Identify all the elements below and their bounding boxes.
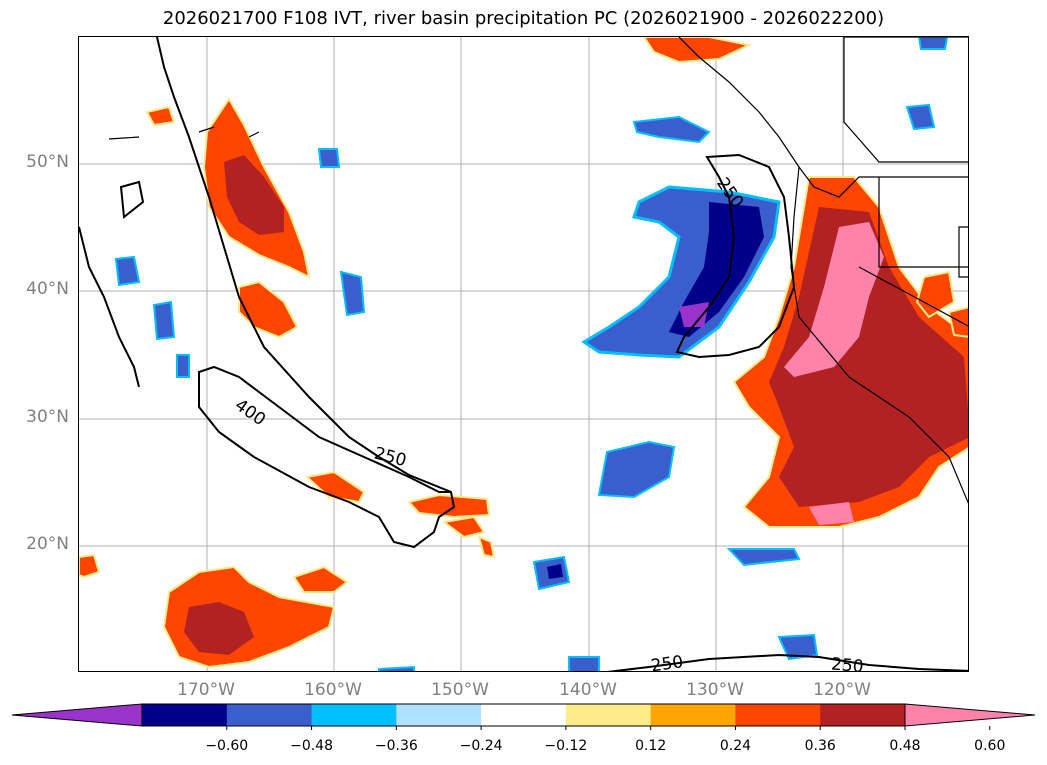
lat-label: 50°N (26, 152, 69, 172)
lon-label: 160°W (304, 680, 362, 700)
colorbar-extend-min (11, 703, 143, 727)
lon-label: 140°W (559, 680, 617, 700)
lon-label: 120°W (813, 680, 871, 700)
precip-positive-east (732, 176, 968, 528)
precip-positive-west (79, 37, 753, 669)
lat-label: 40°N (26, 279, 69, 299)
map-frame: 400 250 250 250 250 (78, 36, 969, 672)
ivt-contours (79, 37, 968, 671)
coastlines (108, 37, 968, 504)
colorbar-tick-label: −0.60 (205, 738, 249, 754)
contour-label: 250 (830, 654, 864, 672)
map-title: 2026021700 F108 IVT, river basin precipi… (162, 8, 885, 29)
colorbar-segment (650, 704, 736, 726)
colorbar-segment (226, 704, 313, 726)
colorbar-extend-max (904, 703, 1036, 727)
colorbar-tick-label: −0.36 (374, 738, 418, 754)
colorbar-tick-label: 0.12 (635, 738, 667, 754)
colorbar-tick-label: 0.24 (719, 738, 752, 754)
contour-label: 250 (372, 443, 409, 471)
contour-label: 400 (231, 395, 269, 430)
colorbar-tick-label: 0.36 (804, 738, 836, 754)
colorbar-tick-label: 0.48 (889, 738, 921, 754)
colorbar-segment (311, 704, 397, 726)
colorbar-segments (11, 703, 1036, 730)
colorbar-tick-label: −0.12 (544, 738, 588, 754)
lon-label: 130°W (686, 680, 744, 700)
colorbar-tick-label: −0.48 (290, 738, 333, 754)
contour-label: 250 (650, 652, 685, 672)
colorbar-segment (396, 704, 482, 726)
map-canvas: 400 250 250 250 250 (79, 37, 968, 672)
colorbar-segment (820, 704, 906, 726)
lon-label: 150°W (431, 680, 489, 700)
lat-label: 30°N (26, 407, 69, 427)
colorbar-segment (142, 704, 228, 726)
colorbar-outline (141, 703, 906, 727)
colorbar-segment (735, 704, 821, 726)
colorbar-segment (565, 704, 652, 726)
colorbar-tick-label: 0.60 (974, 738, 1006, 754)
colorbar-tick-label: −0.24 (459, 738, 503, 754)
precip-negative (114, 37, 949, 671)
lat-label: 20°N (26, 534, 69, 554)
colorbar-segment (481, 704, 567, 726)
lon-label: 170°W (177, 680, 235, 700)
